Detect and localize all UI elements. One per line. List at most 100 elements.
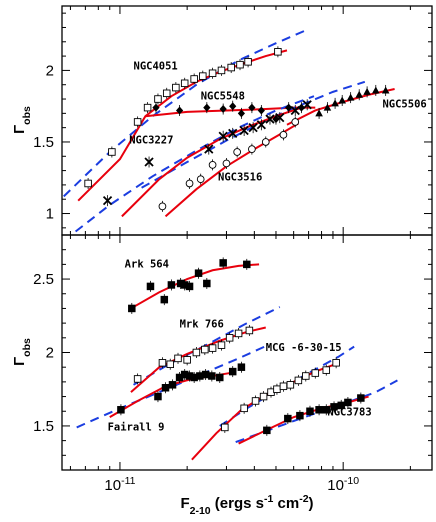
data-point-ngc3516 [185,179,194,188]
data-point-ngc3516 [208,161,217,169]
data-point-ngc3516 [261,138,270,146]
data-point-ngc3227 [204,144,214,154]
series-label-ngc3783: NGC3783 [327,407,371,419]
data-point-ngc3516 [248,145,256,153]
data-point-ngc5506 [371,86,380,94]
data-point-ngc4051 [154,95,162,103]
data-point-mcg-6-30-15 [240,404,248,413]
y-axis-label-bottom: Γobs [11,338,33,366]
data-point-ngc3227 [248,123,258,133]
data-point-ngc3783 [330,403,338,411]
data-point-mrk-766 [245,326,254,335]
data-point-mrk-766 [234,329,243,338]
panel-top: 1 1.5 2 NGC4051 NGC5548 NGC5506 NGC3227 NGC3516 [33,5,433,236]
data-point-ngc5548 [219,105,227,114]
y-tick-label: 1.5 [33,134,54,151]
data-point-ark-564 [160,295,169,304]
data-point-mrk-766 [201,345,209,354]
data-point-ngc5506 [363,87,371,95]
data-point-mrk-766 [225,334,234,342]
data-point-ngc3516 [291,118,300,126]
data-point-ark-564 [167,281,176,289]
series-label-mcg-6-30-15: MCG -6-30-15 [266,342,342,354]
data-point-ngc5506 [346,93,355,101]
x-tick-label: 10-10 [327,475,359,494]
data-point-ngc4051 [274,48,282,56]
data-point-fairall-9 [161,384,170,392]
data-point-ark-564 [146,282,155,291]
data-point-ngc3783 [315,406,323,414]
plot-frame [61,234,433,471]
data-point-ngc5506 [338,96,346,104]
y-tick-label: 2.5 [33,271,54,288]
data-point-ngc5548 [229,102,237,111]
data-point-mrk-766 [192,348,201,357]
data-point-ngc3227 [144,157,154,167]
data-point-mrk-766 [217,341,226,349]
data-point-mrk-766 [158,359,167,367]
data-point-ngc4051 [217,66,226,75]
data-point-ngc5548 [297,103,306,112]
data-point-ngc5548 [285,103,293,112]
data-point-ngc3516 [222,159,231,168]
y-tick-label: 2 [46,62,54,79]
data-point-ngc4051 [133,118,142,126]
series-label-ngc3227: NGC3227 [129,134,173,146]
data-point-ngc3516 [158,202,167,211]
data-point-ngc3227 [239,125,249,136]
data-point-ngc4051 [244,58,252,66]
data-point-ngc3227 [265,114,275,124]
data-point-mcg-6-30-15 [259,392,268,401]
y-tick-label: 2 [46,345,54,362]
data-point-ngc3783 [284,414,292,423]
data-point-ngc5506 [315,109,323,117]
data-point-mcg-6-30-15 [279,382,288,391]
data-point-ngc4051 [84,179,92,188]
fit-line-mcg-6-30-15 [219,345,355,427]
data-point-ngc3227 [102,196,113,206]
data-point-ngc3227 [275,113,285,123]
data-point-ngc5548 [152,103,160,112]
data-point-ngc5506 [323,103,332,111]
data-point-fairall-9 [228,367,237,376]
y-tick-label: 1.5 [33,418,54,435]
data-point-fairall-9 [168,381,177,389]
data-point-mrk-766 [166,360,174,369]
y-axis-label-top: Γobs [11,106,33,134]
data-point-ngc5548 [272,115,280,124]
data-point-mrk-766 [133,375,142,383]
data-point-ngc3227 [228,128,238,139]
data-point-mcg-6-30-15 [322,366,331,374]
data-point-mcg-6-30-15 [273,385,281,393]
data-point-ark-564 [128,304,136,313]
data-point-mcg-6-30-15 [221,423,229,432]
y-tick-label: 1 [46,206,54,223]
data-point-ark-564 [243,260,251,269]
data-point-ngc4051 [162,89,171,98]
data-point-ngc4051 [143,103,152,112]
data-point-ngc3516 [196,175,205,184]
plot-area [63,29,395,235]
data-point-ngc4051 [180,79,189,88]
data-point-mcg-6-30-15 [302,372,310,380]
data-point-ngc3516 [233,148,242,156]
data-point-ngc3783 [357,394,365,402]
data-point-ngc3516 [279,130,288,139]
data-point-ngc3783 [344,398,352,407]
x-axis-label: F2-10 (ergs s-1 cm-2) [180,493,313,517]
data-point-fairall-9 [154,392,162,401]
data-point-ngc5548 [257,106,265,115]
data-point-ngc3783 [296,411,304,420]
plot-area [76,257,398,461]
data-point-mrk-766 [174,354,182,363]
series-label-ngc4051: NGC4051 [134,61,178,73]
model-line-mrk-766 [130,326,266,393]
data-point-ngc3783 [263,426,271,435]
data-point-fairall-9 [117,406,125,414]
data-point-ngc4051 [108,148,116,156]
x-tick-label: 10-11 [104,475,135,494]
data-point-mcg-6-30-15 [294,376,303,385]
data-point-ngc5506 [331,99,339,107]
data-point-ark-564 [203,279,211,288]
